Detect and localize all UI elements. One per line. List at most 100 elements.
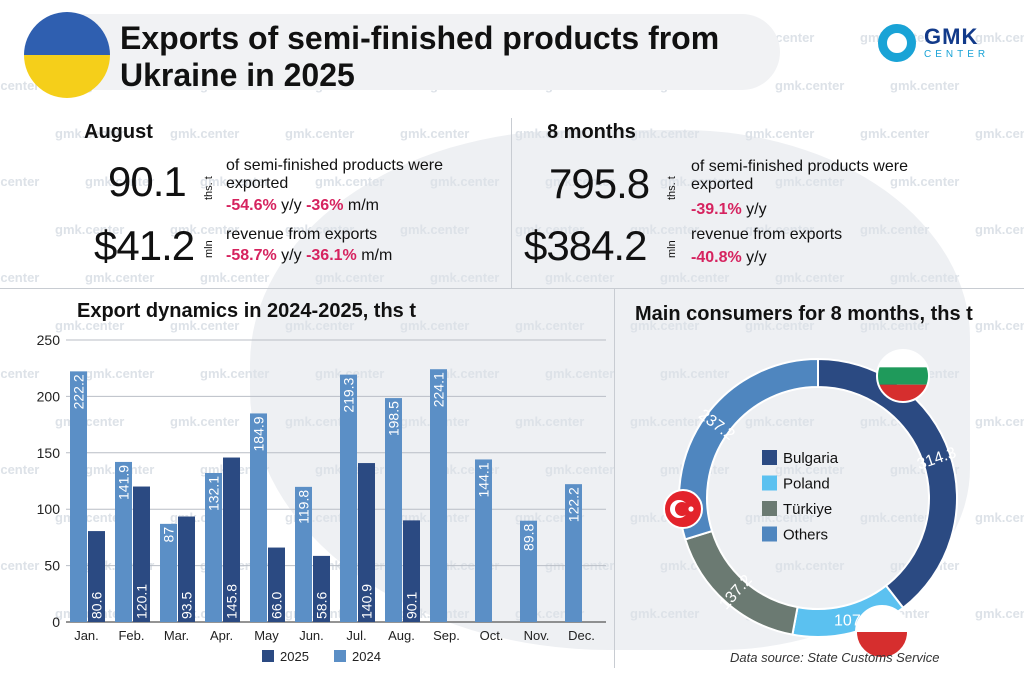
watermark-text: gmk.center bbox=[315, 366, 385, 381]
watermark-text: gmk.center bbox=[85, 366, 155, 381]
bar-2025 bbox=[358, 463, 375, 622]
bar-2025 bbox=[223, 457, 240, 622]
title-background bbox=[60, 14, 780, 90]
watermark-text: gmk.center bbox=[85, 270, 155, 285]
bar-2024 bbox=[70, 371, 87, 622]
eight-months-revenue-desc: revenue from exports bbox=[691, 226, 843, 243]
watermark-text: gmk.center bbox=[0, 78, 40, 93]
watermark-text: gmk.center bbox=[200, 270, 270, 285]
eight-months-volume-yoy: -39.1% bbox=[691, 201, 742, 218]
watermark-text: gmk.center bbox=[285, 318, 355, 333]
donut-legend-label: Türkiye bbox=[783, 501, 832, 518]
x-tick-label: Apr. bbox=[210, 628, 233, 643]
watermark-text: gmk.center bbox=[170, 126, 240, 141]
bar-2024-label: 222.2 bbox=[71, 374, 87, 409]
eight-months-volume-desc: of semi-finished products were exported bbox=[691, 158, 908, 193]
watermark-text: gmk.center bbox=[975, 126, 1024, 141]
bar-2024 bbox=[115, 461, 132, 622]
watermark-text: gmk.center bbox=[775, 462, 845, 477]
august-volume-desc: of semi-finished products were exported bbox=[226, 157, 443, 192]
bar-2024-label: 184.9 bbox=[251, 416, 267, 451]
watermark-text: gmk.center bbox=[975, 414, 1024, 429]
watermark-text: gmk.center bbox=[775, 558, 845, 573]
x-tick-label: Sep. bbox=[433, 628, 460, 643]
bar-2025-label: 93.5 bbox=[179, 592, 195, 619]
bar-2024 bbox=[340, 374, 357, 622]
watermark-text: gmk.center bbox=[170, 222, 240, 237]
bar-2024-label: 141.9 bbox=[116, 465, 132, 500]
x-tick-label: Jul. bbox=[346, 628, 366, 643]
bar-2025-label: 66.0 bbox=[269, 592, 285, 619]
watermark-text: gmk.center bbox=[285, 222, 355, 237]
donut-legend-swatch bbox=[762, 501, 777, 516]
august-revenue-mom: -36.1% bbox=[306, 247, 357, 264]
watermark-text: gmk.center bbox=[660, 174, 730, 189]
august-revenue-mom-suffix: m/m bbox=[361, 247, 393, 264]
august-volume-yoy: -54.6% bbox=[226, 197, 277, 214]
watermark-text: gmk.center bbox=[975, 318, 1024, 333]
watermark-text: gmk.center bbox=[775, 174, 845, 189]
watermark-text: gmk.center bbox=[400, 318, 470, 333]
watermark-text: gmk.center bbox=[860, 510, 930, 525]
kpi-divider bbox=[511, 118, 512, 288]
y-tick-label: 150 bbox=[37, 445, 61, 461]
y-tick-label: 50 bbox=[44, 558, 60, 574]
donut-legend-swatch bbox=[762, 475, 777, 491]
donut-slice-label: 107 bbox=[834, 612, 861, 629]
august-volume-value: 90.1 bbox=[108, 158, 187, 205]
watermark-text: gmk.center bbox=[200, 366, 270, 381]
watermark-text: gmk.center bbox=[400, 222, 470, 237]
watermark-text: gmk.center bbox=[315, 270, 385, 285]
watermark-text: gmk.center bbox=[55, 126, 125, 141]
watermark-text: gmk.center bbox=[515, 126, 585, 141]
legend-2024-label: 2024 bbox=[352, 649, 381, 664]
section-divider bbox=[0, 288, 1024, 289]
x-tick-label: Mar. bbox=[164, 628, 189, 643]
bar-2024-label: 122.2 bbox=[566, 487, 582, 522]
bar-2025-label: 58.6 bbox=[314, 592, 330, 619]
watermark-text: gmk.center bbox=[85, 174, 155, 189]
chart-divider bbox=[614, 288, 615, 668]
legend-2025-swatch bbox=[262, 650, 274, 662]
legend-2025-label: 2025 bbox=[280, 649, 309, 664]
august-title: August bbox=[84, 121, 153, 143]
watermark-text: gmk.center bbox=[745, 222, 815, 237]
bar-2025 bbox=[403, 520, 420, 622]
logo-ring-icon bbox=[878, 24, 916, 62]
logo-sub: CENTER bbox=[924, 49, 990, 60]
bar-2024 bbox=[250, 413, 267, 622]
watermark-text: gmk.center bbox=[285, 414, 355, 429]
august-revenue-change: -58.7% y/y -36.1% m/m bbox=[226, 247, 392, 265]
eight-months-revenue-yoy: -40.8% bbox=[691, 249, 742, 266]
august-volume-mom: -36% bbox=[306, 197, 344, 214]
watermark-text: gmk.center bbox=[660, 366, 730, 381]
watermark-text: gmk.center bbox=[315, 174, 385, 189]
bar-2025 bbox=[268, 547, 285, 622]
bar-2024-label: 224.1 bbox=[431, 372, 447, 407]
data-source: Data source: State Customs Service bbox=[730, 650, 940, 665]
bar-2024-label: 219.3 bbox=[341, 377, 357, 412]
watermark-text: gmk.center bbox=[890, 270, 960, 285]
watermark-text: gmk.center bbox=[515, 222, 585, 237]
watermark-text: gmk.center bbox=[975, 606, 1024, 621]
donut-legend-swatch bbox=[762, 526, 777, 542]
august-revenue-value: $41.2 bbox=[94, 222, 195, 269]
watermark-text: gmk.center bbox=[430, 270, 500, 285]
turkiye-flag-icon bbox=[663, 489, 703, 529]
bar-2024-label: 132.1 bbox=[206, 476, 222, 511]
bar-2025 bbox=[133, 486, 150, 622]
bar-2024-label: 87 bbox=[161, 527, 177, 543]
bar-2025-label: 145.8 bbox=[224, 584, 240, 619]
bar-2025 bbox=[88, 531, 105, 622]
bar-2024 bbox=[565, 484, 582, 622]
x-tick-label: Jan. bbox=[74, 628, 99, 643]
eight-months-volume-yoy-suffix: y/y bbox=[746, 201, 767, 218]
watermark-text: gmk.center bbox=[890, 174, 960, 189]
y-tick-label: 200 bbox=[37, 388, 61, 404]
watermark-text: gmk.center bbox=[630, 606, 700, 621]
x-tick-label: Oct. bbox=[480, 628, 504, 643]
watermark-text: gmk.center bbox=[515, 414, 585, 429]
watermark-text: gmk.center bbox=[660, 270, 730, 285]
watermark-text: gmk.center bbox=[545, 366, 615, 381]
